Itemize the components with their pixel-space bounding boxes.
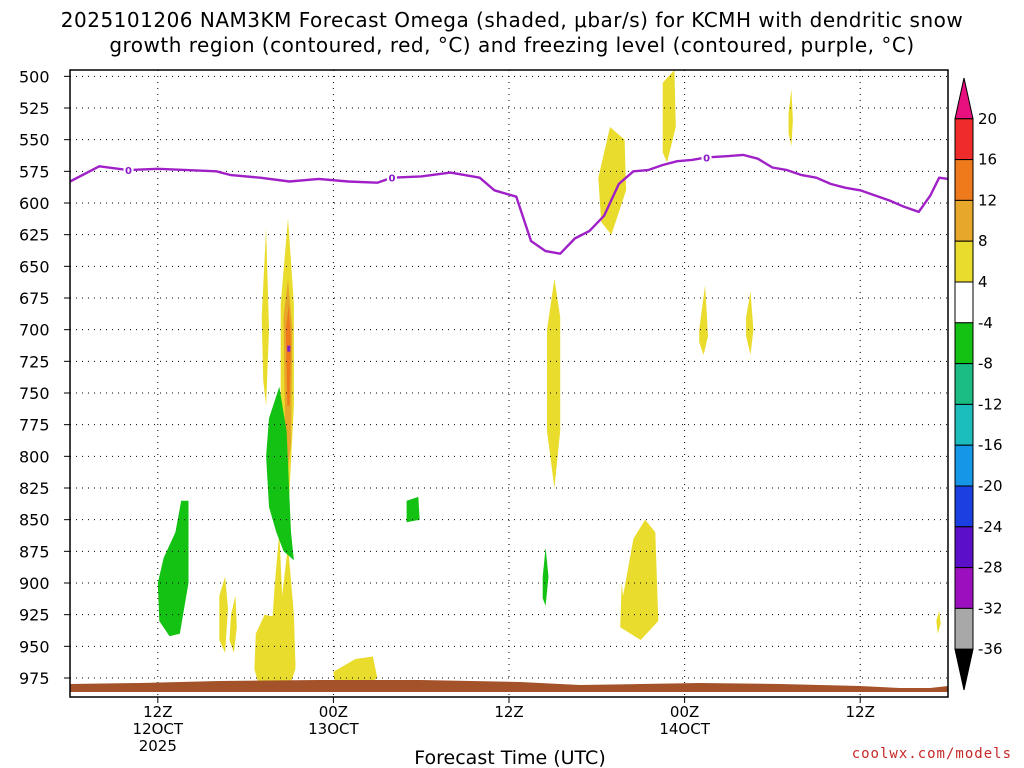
y-tick-label: 875 bbox=[19, 542, 50, 561]
omega-region-13 bbox=[598, 127, 627, 235]
omega-region-9 bbox=[229, 595, 237, 653]
omega-region-3 bbox=[285, 304, 291, 406]
x-tick-label: 13OCT bbox=[308, 720, 359, 738]
y-tick-label: 925 bbox=[19, 606, 50, 625]
freezing-level-label: 0 bbox=[703, 153, 710, 164]
y-tick-label: 900 bbox=[19, 574, 50, 593]
y-axis-ticks: 500 525 550 575 600 625 650 675 700 725 750 775 800 8… bbox=[19, 67, 70, 688]
omega-region-7 bbox=[254, 614, 296, 692]
y-tick-label: 975 bbox=[19, 669, 50, 688]
colorbar-tick-label: -28 bbox=[978, 559, 1003, 577]
contour-label-bg bbox=[386, 171, 397, 183]
colorbar-tick-label: 4 bbox=[978, 273, 988, 291]
y-tick-label: 750 bbox=[19, 384, 50, 403]
y-tick-label: 675 bbox=[19, 289, 50, 308]
freezing-level-label: 0 bbox=[125, 166, 132, 177]
colorbar-swatch bbox=[954, 607, 974, 650]
y-tick-label: 575 bbox=[19, 162, 50, 181]
contour-label-bg bbox=[123, 164, 134, 176]
colorbar: 20 16 12 8 4 -4 -8 -12 -16 -20 -24 -28 -32 -36 bbox=[954, 77, 1003, 691]
x-tick-label: 12Z bbox=[494, 703, 523, 721]
colorbar-swatch bbox=[954, 240, 974, 283]
colorbar-swatch bbox=[954, 118, 974, 161]
freezing-level-label: 0 bbox=[388, 174, 395, 185]
plot-area bbox=[70, 70, 948, 692]
y-tick-label: 950 bbox=[19, 637, 50, 656]
colorbar-swatch bbox=[954, 199, 974, 242]
colorbar-tick-label: 16 bbox=[978, 151, 997, 169]
omega-shading bbox=[157, 70, 941, 692]
chart-title-line-2: growth region (contoured, red, °C) and f… bbox=[109, 33, 914, 57]
y-tick-label: 600 bbox=[19, 194, 50, 213]
omega-region-17 bbox=[788, 89, 793, 146]
y-tick-label: 725 bbox=[19, 352, 50, 371]
colorbar-swatch bbox=[954, 444, 974, 487]
colorbar-swatch bbox=[954, 485, 974, 528]
colorbar-swatch bbox=[954, 363, 974, 405]
freezing-level-line bbox=[70, 153, 948, 255]
x-tick-label: 2025 bbox=[139, 737, 177, 755]
freezing-level-contour: 0 0 0 bbox=[70, 151, 948, 352]
colorbar-swatch bbox=[954, 526, 974, 569]
omega-region-8 bbox=[219, 576, 228, 653]
colorbar-swatch bbox=[954, 403, 974, 446]
x-tick-label: 12OCT bbox=[133, 720, 184, 738]
colorbar-tick-label: -12 bbox=[978, 395, 1003, 413]
colorbar-tick-label: -16 bbox=[978, 436, 1003, 454]
colorbar-swatch bbox=[954, 567, 974, 609]
omega-region-19 bbox=[157, 500, 189, 637]
omega-region-12 bbox=[620, 519, 659, 640]
colorbar-tick-label: 8 bbox=[978, 232, 988, 250]
y-tick-label: 650 bbox=[19, 257, 50, 276]
y-tick-label: 775 bbox=[19, 416, 50, 435]
omega-region-23 bbox=[542, 547, 549, 606]
y-tick-label: 825 bbox=[19, 479, 50, 498]
y-tick-label: 525 bbox=[19, 99, 50, 118]
colorbar-swatch bbox=[954, 77, 974, 120]
omega-region-22 bbox=[406, 496, 420, 523]
omega-region-18 bbox=[936, 610, 941, 634]
colorbar-tick-label: -36 bbox=[978, 640, 1003, 658]
dgz-marker bbox=[287, 345, 291, 352]
y-tick-label: 850 bbox=[19, 511, 50, 530]
y-tick-label: 800 bbox=[19, 447, 50, 466]
terrain-ground bbox=[70, 680, 948, 692]
omega-region-14 bbox=[662, 70, 676, 163]
colorbar-swatch bbox=[954, 322, 974, 365]
colorbar-tick-label: -4 bbox=[978, 314, 993, 332]
colorbar-swatch bbox=[954, 281, 974, 324]
y-tick-label: 700 bbox=[19, 321, 50, 340]
y-tick-label: 625 bbox=[19, 226, 50, 245]
colorbar-tick-label: 12 bbox=[978, 191, 997, 209]
y-tick-label: 500 bbox=[19, 67, 50, 86]
colorbar-tick-label: -8 bbox=[978, 355, 993, 373]
omega-region-11 bbox=[547, 279, 561, 488]
colorbar-tick-label: -24 bbox=[978, 518, 1003, 536]
omega-region-15 bbox=[699, 285, 708, 355]
colorbar-swatch bbox=[954, 648, 974, 691]
grid-lines bbox=[70, 70, 948, 697]
omega-region-16 bbox=[746, 291, 754, 355]
y-tick-label: 550 bbox=[19, 131, 50, 150]
credit-text: coolwx.com/models bbox=[852, 746, 1012, 762]
contour-label-bg bbox=[701, 151, 712, 163]
x-tick-label: 12Z bbox=[846, 703, 875, 721]
chart-title-line-1: 2025101206 NAM3KM Forecast Omega (shaded… bbox=[61, 8, 963, 32]
x-axis-label: Forecast Time (UTC) bbox=[414, 747, 605, 768]
x-tick-label: 00Z bbox=[670, 703, 699, 721]
x-tick-label: 00Z bbox=[319, 703, 348, 721]
omega-region-21 bbox=[271, 431, 286, 514]
colorbar-tick-label: 20 bbox=[978, 110, 997, 128]
omega-region-4 bbox=[261, 228, 269, 406]
colorbar-tick-label: -32 bbox=[978, 599, 1003, 617]
x-tick-label: 12Z bbox=[143, 703, 172, 721]
colorbar-tick-label: -20 bbox=[978, 477, 1003, 495]
x-tick-label: 14OCT bbox=[659, 720, 710, 738]
colorbar-swatch bbox=[954, 159, 974, 201]
